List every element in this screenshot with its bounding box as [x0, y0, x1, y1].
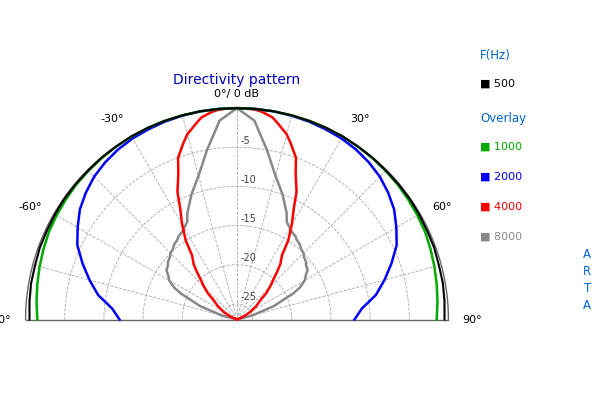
Text: F(Hz): F(Hz)	[480, 49, 511, 62]
Text: -90°: -90°	[0, 314, 11, 324]
Text: -25: -25	[240, 292, 256, 302]
Text: -30°: -30°	[101, 114, 124, 124]
Text: 90°: 90°	[463, 314, 482, 324]
Text: ■ 4000: ■ 4000	[480, 202, 522, 212]
Text: ■ 8000: ■ 8000	[480, 232, 522, 242]
Text: ■ 500: ■ 500	[480, 79, 515, 89]
Text: -10: -10	[240, 175, 256, 185]
Text: 0°/ 0 dB: 0°/ 0 dB	[215, 89, 260, 99]
Text: -60°: -60°	[18, 202, 41, 212]
Text: -20: -20	[240, 253, 256, 263]
Text: -5: -5	[240, 136, 250, 146]
Text: 30°: 30°	[350, 114, 369, 124]
Text: -15: -15	[240, 214, 256, 224]
Text: A
R
T
A: A R T A	[583, 248, 591, 312]
Text: ■ 2000: ■ 2000	[480, 172, 522, 182]
Text: Directivity pattern: Directivity pattern	[173, 73, 301, 87]
Text: 60°: 60°	[433, 202, 452, 212]
Text: Overlay: Overlay	[480, 112, 526, 125]
Text: ■ 1000: ■ 1000	[480, 142, 522, 152]
